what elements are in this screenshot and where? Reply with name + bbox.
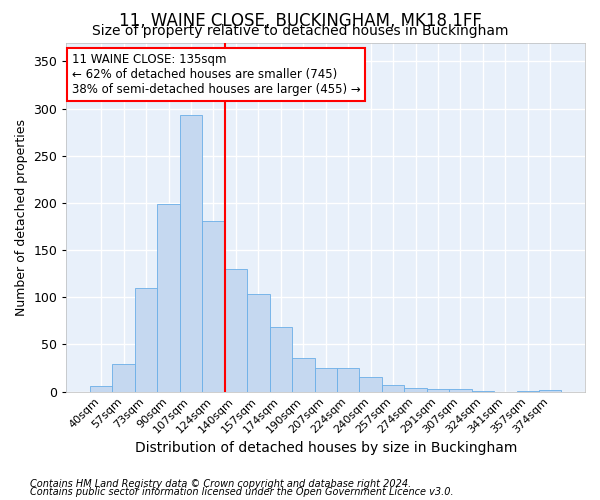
Bar [269, 328, 292, 392]
Bar [449, 389, 472, 392]
Y-axis label: Number of detached properties: Number of detached properties [15, 118, 28, 316]
Bar [225, 269, 247, 392]
Bar [292, 358, 314, 392]
Bar [427, 389, 449, 392]
Bar [247, 294, 269, 392]
Text: 11, WAINE CLOSE, BUCKINGHAM, MK18 1FF: 11, WAINE CLOSE, BUCKINGHAM, MK18 1FF [119, 12, 481, 30]
Bar [359, 376, 382, 392]
Bar [314, 368, 337, 392]
Bar [539, 390, 562, 392]
Bar [135, 288, 157, 392]
Bar [517, 390, 539, 392]
Text: Size of property relative to detached houses in Buckingham: Size of property relative to detached ho… [92, 24, 508, 38]
Text: Contains HM Land Registry data © Crown copyright and database right 2024.: Contains HM Land Registry data © Crown c… [30, 479, 411, 489]
Bar [202, 221, 225, 392]
X-axis label: Distribution of detached houses by size in Buckingham: Distribution of detached houses by size … [134, 441, 517, 455]
Bar [472, 390, 494, 392]
Bar [404, 388, 427, 392]
Text: Contains public sector information licensed under the Open Government Licence v3: Contains public sector information licen… [30, 487, 454, 497]
Bar [112, 364, 135, 392]
Bar [90, 386, 112, 392]
Text: 11 WAINE CLOSE: 135sqm
← 62% of detached houses are smaller (745)
38% of semi-de: 11 WAINE CLOSE: 135sqm ← 62% of detached… [71, 53, 361, 96]
Bar [382, 385, 404, 392]
Bar [157, 204, 180, 392]
Bar [180, 115, 202, 392]
Bar [337, 368, 359, 392]
